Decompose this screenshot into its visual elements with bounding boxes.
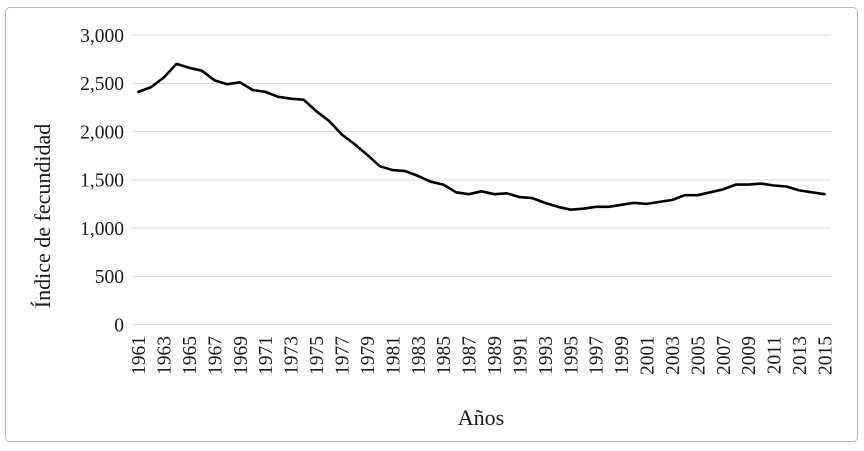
y-tick-label: 3,000 [80, 26, 124, 47]
x-tick-label: 2003 [663, 336, 684, 375]
x-tick-label: 1983 [409, 336, 430, 375]
x-tick-label: 1967 [205, 336, 226, 375]
x-tick-label: 2001 [638, 336, 659, 375]
x-axis-title: Años [458, 405, 504, 430]
x-tick-label: 1985 [434, 336, 455, 375]
x-tick-label: 1971 [256, 336, 277, 375]
x-tick-label: 1965 [180, 336, 201, 375]
y-tick-label: 2,000 [80, 122, 124, 143]
x-tick-label: 1989 [485, 336, 506, 375]
fertility-series-line [137, 62, 826, 211]
x-tick-label: 1961 [129, 336, 150, 375]
x-tick-label: 2007 [714, 336, 735, 375]
x-tick-label: 1993 [536, 336, 557, 375]
x-axis-tick-labels: 1961 1963 1965 1967 1969 1971 1973 1975 1977 1979… [129, 336, 836, 375]
x-tick-label: 2009 [739, 336, 760, 375]
x-tick-label: 1981 [383, 336, 404, 375]
x-tick-label: 2015 [815, 336, 836, 375]
x-tick-label: 2011 [765, 336, 786, 374]
x-tick-label: 1975 [307, 336, 328, 375]
y-tick-label: 1,000 [80, 219, 124, 240]
gridlines [132, 34, 831, 325]
y-tick-label: 0 [114, 315, 124, 336]
y-tick-label: 500 [95, 267, 124, 288]
x-tick-label: 1963 [155, 336, 176, 375]
y-tick-label: 2,500 [80, 74, 124, 95]
x-tick-label: 2005 [688, 336, 709, 375]
figure-border [5, 7, 858, 442]
x-tick-label: 2013 [790, 336, 811, 375]
y-axis-title: Índice de fecundidad [30, 124, 55, 308]
x-tick-label: 1987 [460, 336, 481, 375]
y-axis-tick-labels: 0 500 1,000 1,500 2,000 2,500 3,000 [80, 26, 124, 337]
y-tick-label: 1,500 [80, 171, 124, 192]
x-tick-label: 1977 [333, 336, 354, 375]
x-tick-label: 1991 [510, 336, 531, 375]
x-tick-label: 1997 [587, 336, 608, 375]
x-tick-label: 1979 [358, 336, 379, 375]
x-tick-label: 1995 [561, 336, 582, 375]
x-tick-label: 1973 [282, 336, 303, 375]
x-tick-label: 1969 [231, 336, 252, 375]
x-tick-label: 1999 [612, 336, 633, 375]
